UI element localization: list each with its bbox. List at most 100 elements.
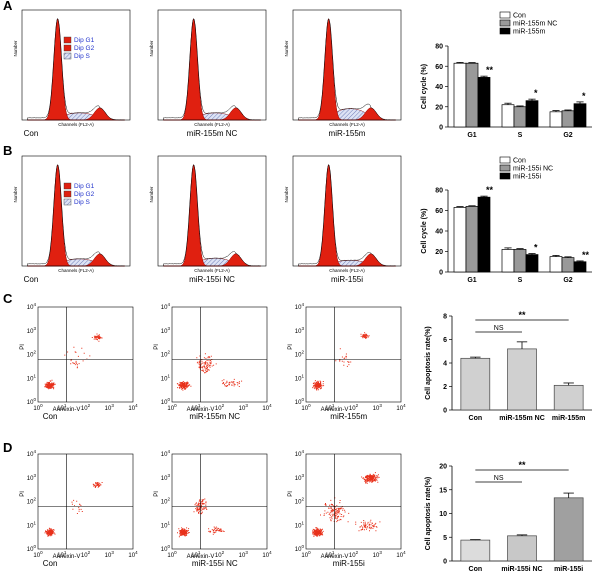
y-tick-label: 103 bbox=[161, 326, 171, 335]
y-tick-label: 4 bbox=[443, 361, 447, 368]
y-tick-label: 101 bbox=[27, 373, 37, 382]
sample-caption: Con bbox=[24, 129, 39, 138]
tick-exponent: 3 bbox=[245, 550, 248, 555]
tick-exponent: 1 bbox=[167, 520, 170, 525]
significance-label: * bbox=[534, 243, 538, 253]
x-tick-label: 104 bbox=[262, 403, 272, 412]
histogram-outline bbox=[27, 18, 125, 121]
bar bbox=[460, 539, 491, 562]
y-tick-label: 100 bbox=[27, 544, 37, 553]
histogram-frame bbox=[292, 155, 402, 267]
x-axis-label: Channels (FL2-A) bbox=[58, 122, 94, 127]
x-tick-label: 102 bbox=[349, 403, 359, 412]
bar bbox=[501, 104, 515, 128]
bar bbox=[465, 62, 479, 128]
y-tick-label: 100 bbox=[295, 544, 305, 553]
histogram-outline bbox=[298, 18, 396, 121]
tick-base: 10 bbox=[295, 329, 302, 335]
x-tick-label: 102 bbox=[215, 550, 225, 559]
y-axis-label: Number bbox=[284, 186, 289, 203]
tick-base: 10 bbox=[57, 553, 64, 559]
bar bbox=[460, 357, 491, 411]
tick-exponent: 2 bbox=[88, 550, 91, 555]
y-tick-label: 102 bbox=[295, 350, 305, 359]
x-tick-label: 103 bbox=[105, 550, 115, 559]
tick-exponent: 2 bbox=[33, 497, 36, 502]
histogram-outline bbox=[163, 18, 261, 121]
tick-base: 10 bbox=[396, 553, 403, 559]
tick-base: 10 bbox=[325, 553, 332, 559]
significance-label: ** bbox=[486, 65, 494, 75]
y-tick-label: 103 bbox=[161, 473, 171, 482]
x-axis-label: Annexin-V bbox=[187, 554, 215, 560]
y-axis-label: PI bbox=[154, 491, 160, 497]
tick-base: 10 bbox=[161, 547, 168, 553]
tick-exponent: 0 bbox=[33, 397, 36, 402]
y-tick-label: 20 bbox=[439, 464, 447, 471]
tick-exponent: 0 bbox=[33, 544, 36, 549]
y-tick-label: 104 bbox=[295, 302, 305, 311]
x-tick-label: 101 bbox=[191, 550, 201, 559]
y-tick-label: 10 bbox=[439, 511, 447, 518]
tick-base: 10 bbox=[161, 305, 168, 311]
x-tick-label: 100 bbox=[167, 403, 177, 412]
tick-base: 10 bbox=[27, 305, 34, 311]
y-tick-label: 104 bbox=[295, 449, 305, 458]
tick-base: 10 bbox=[161, 353, 168, 359]
x-axis-label: Channels (FL2-A) bbox=[194, 122, 230, 127]
tick-exponent: 1 bbox=[301, 373, 304, 378]
tick-base: 10 bbox=[105, 553, 112, 559]
tick-exponent: 2 bbox=[33, 350, 36, 355]
tick-exponent: 3 bbox=[167, 473, 170, 478]
panel-letter: C bbox=[3, 291, 13, 306]
comparison-label: ** bbox=[518, 310, 526, 320]
x-axis-label: Channels (FL2-A) bbox=[194, 268, 230, 273]
phase-g1-peak bbox=[27, 18, 125, 121]
tick-base: 10 bbox=[27, 547, 34, 553]
event-dots bbox=[44, 333, 103, 390]
legend-label: Dip S bbox=[74, 53, 91, 60]
tick-exponent: 0 bbox=[174, 550, 177, 555]
histogram-frame bbox=[157, 9, 267, 121]
tick-base: 10 bbox=[295, 500, 302, 506]
y-axis-label: Number bbox=[13, 186, 18, 203]
x-tick-label: 102 bbox=[81, 550, 91, 559]
tick-exponent: 4 bbox=[167, 449, 170, 454]
tick-base: 10 bbox=[161, 376, 168, 382]
tick-base: 10 bbox=[295, 452, 302, 458]
tick-exponent: 0 bbox=[167, 397, 170, 402]
tick-exponent: 4 bbox=[403, 403, 406, 408]
x-tick-label: 103 bbox=[105, 403, 115, 412]
x-axis-label: Channels (FL2-A) bbox=[329, 122, 365, 127]
sample-caption: miR-155m bbox=[329, 129, 366, 138]
y-tick-label: 8 bbox=[443, 314, 447, 321]
histogram-frame bbox=[157, 155, 267, 267]
tick-base: 10 bbox=[215, 406, 222, 412]
tick-exponent: 1 bbox=[33, 520, 36, 525]
y-tick-label: 40 bbox=[435, 229, 443, 236]
x-tick-label: miR-155i NC bbox=[501, 566, 542, 573]
x-axis-label: Annexin-V bbox=[53, 407, 81, 413]
histogram-outline bbox=[298, 163, 397, 267]
tick-exponent: 4 bbox=[269, 403, 272, 408]
legend-label: Dip G1 bbox=[74, 37, 95, 44]
tick-exponent: 2 bbox=[222, 403, 225, 408]
x-tick-label: 104 bbox=[396, 550, 406, 559]
y-axis-label: Number bbox=[284, 40, 289, 57]
tick-base: 10 bbox=[191, 553, 198, 559]
bar bbox=[465, 206, 479, 273]
tick-base: 10 bbox=[295, 547, 302, 553]
tick-base: 10 bbox=[27, 452, 34, 458]
bar bbox=[513, 106, 527, 128]
bar bbox=[477, 77, 491, 128]
bar bbox=[525, 100, 539, 128]
tick-exponent: 4 bbox=[301, 302, 304, 307]
y-tick-label: 101 bbox=[161, 520, 171, 529]
tick-exponent: 3 bbox=[301, 326, 304, 331]
legend-label: miR-155m NC bbox=[513, 21, 557, 28]
legend-swatch bbox=[63, 190, 72, 198]
tick-base: 10 bbox=[27, 329, 34, 335]
legend-swatch bbox=[63, 44, 72, 52]
legend-label: Con bbox=[513, 13, 526, 20]
tick-base: 10 bbox=[81, 406, 88, 412]
